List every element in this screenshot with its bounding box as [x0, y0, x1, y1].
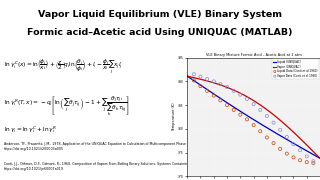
Y-axis label: Temperature (K): Temperature (K): [172, 103, 176, 131]
Liquid Data (Conti et al 1960): [204, 89, 210, 92]
Vapor Data (Conti et al 1960): [218, 83, 223, 86]
Line: Liquid (UNIQUAC): Liquid (UNIQUAC): [187, 76, 320, 158]
Vapor (UNIQUAC): [210, 81, 214, 83]
Liquid (UNIQUAC): [307, 151, 311, 153]
Vapor Data (Conti et al 1960): [191, 73, 196, 76]
Vapor Data (Conti et al 1960): [258, 108, 263, 111]
Liquid Data (Conti et al 1960): [264, 136, 269, 139]
Text: Focus on Activity Coefficient and Bubble Temperature Calculation in 1 atm: Focus on Activity Coefficient and Bubble…: [44, 44, 276, 49]
Liquid Data (Conti et al 1960): [251, 124, 256, 127]
Vapor Data (Conti et al 1960): [204, 78, 210, 80]
Liquid (UNIQUAC): [318, 157, 320, 159]
Vapor Data (Conti et al 1960): [277, 128, 283, 131]
Liquid (UNIQUAC): [311, 154, 315, 156]
Liquid Data (Conti et al 1960): [304, 161, 309, 164]
Text: Vapor Liquid Equilibrium (VLE) Binary System: Vapor Liquid Equilibrium (VLE) Binary Sy…: [38, 10, 282, 19]
Liquid Data (Conti et al 1960): [211, 94, 216, 97]
Text: $\ln\gamma_i^R(T,x) = -q_i\!\left[\ln\!\left(\sum_j\theta_j\tau_{ij}\right)-1+\s: $\ln\gamma_i^R(T,x) = -q_i\!\left[\ln\!\…: [4, 94, 130, 118]
Liquid Data (Conti et al 1960): [311, 162, 316, 165]
Vapor (UNIQUAC): [193, 77, 197, 79]
Vapor Data (Conti et al 1960): [264, 115, 269, 118]
Liquid Data (Conti et al 1960): [298, 159, 303, 162]
Vapor Data (Conti et al 1960): [271, 121, 276, 124]
Vapor Data (Conti et al 1960): [304, 155, 309, 158]
Vapor (UNIQUAC): [318, 157, 320, 159]
Vapor Data (Conti et al 1960): [311, 160, 316, 163]
Vapor Data (Conti et al 1960): [284, 136, 289, 138]
Vapor Data (Conti et al 1960): [225, 86, 230, 89]
Liquid Data (Conti et al 1960): [258, 130, 263, 133]
Title: VLE Binary Mixture Formic Acid – Acetic Acid at 1 atm: VLE Binary Mixture Formic Acid – Acetic …: [206, 53, 301, 57]
Text: Conti, J.J., Othmer, D.F., Gilmont, R., 1960. Composition of Vapors From Boiling: Conti, J.J., Othmer, D.F., Gilmont, R., …: [4, 162, 318, 171]
Vapor (UNIQUAC): [221, 85, 225, 87]
Vapor (UNIQUAC): [185, 75, 189, 77]
Line: Vapor (UNIQUAC): Vapor (UNIQUAC): [187, 76, 320, 158]
Vapor (UNIQUAC): [307, 146, 311, 148]
Liquid (UNIQUAC): [191, 79, 195, 81]
Liquid Data (Conti et al 1960): [271, 142, 276, 145]
Legend: Liquid (UNIQUAC), Vapor (UNIQUAC), Liquid Data (Conti et al 1960), Vapor Data (C: Liquid (UNIQUAC), Vapor (UNIQUAC), Liqui…: [272, 59, 319, 79]
Vapor Data (Conti et al 1960): [244, 98, 250, 100]
Liquid Data (Conti et al 1960): [244, 118, 250, 121]
Liquid Data (Conti et al 1960): [191, 79, 196, 82]
Text: $\ln\gamma_i = \ln\gamma_i^C + \ln\gamma_i^R$: $\ln\gamma_i = \ln\gamma_i^C + \ln\gamma…: [4, 125, 57, 135]
Liquid Data (Conti et al 1960): [277, 147, 283, 150]
Liquid Data (Conti et al 1960): [238, 113, 243, 116]
Liquid (UNIQUAC): [210, 92, 214, 94]
Liquid Data (Conti et al 1960): [225, 104, 230, 107]
Liquid (UNIQUAC): [193, 80, 197, 83]
Liquid Data (Conti et al 1960): [291, 156, 296, 159]
Vapor Data (Conti et al 1960): [231, 89, 236, 92]
Vapor Data (Conti et al 1960): [198, 75, 203, 78]
Text: Formic acid–Acetic acid Using UNIQUAC (MATLAB): Formic acid–Acetic acid Using UNIQUAC (M…: [27, 28, 293, 37]
Text: $\ln\gamma_i^C(x) = \ln\!\left(\!\dfrac{\phi_i}{x_i}\!\right)+\left(\dfrac{z}{2}: $\ln\gamma_i^C(x) = \ln\!\left(\!\dfrac{…: [4, 58, 123, 77]
Vapor Data (Conti et al 1960): [298, 149, 303, 152]
Liquid Data (Conti et al 1960): [284, 152, 289, 155]
Vapor Data (Conti et al 1960): [211, 80, 216, 83]
Vapor Data (Conti et al 1960): [291, 143, 296, 145]
Liquid Data (Conti et al 1960): [218, 99, 223, 102]
Vapor (UNIQUAC): [191, 76, 195, 78]
Vapor Data (Conti et al 1960): [238, 93, 243, 96]
Liquid (UNIQUAC): [185, 75, 189, 77]
Vapor (UNIQUAC): [311, 150, 315, 153]
Vapor Data (Conti et al 1960): [251, 103, 256, 106]
Liquid (UNIQUAC): [221, 99, 225, 101]
Liquid Data (Conti et al 1960): [198, 85, 203, 87]
Liquid Data (Conti et al 1960): [231, 108, 236, 111]
Text: Anderson, TF., Prausnitz, J.M., 1978. Application of the UNIQUAC Equation to Cal: Anderson, TF., Prausnitz, J.M., 1978. Ap…: [4, 142, 317, 151]
